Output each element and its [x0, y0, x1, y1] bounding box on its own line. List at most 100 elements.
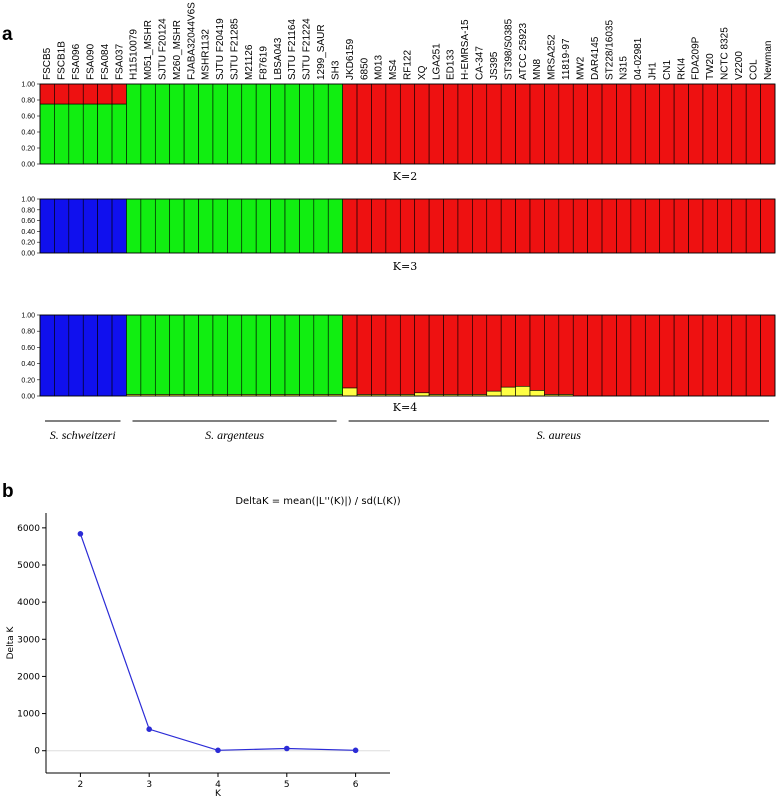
ancestry-bar-segment — [558, 314, 574, 395]
panel-b-label: b — [2, 481, 14, 502]
plot-frame — [39, 314, 776, 397]
ancestry-bar-segment — [154, 314, 170, 395]
ancestry-bar-segment — [241, 83, 257, 165]
ancestry-bar-segment — [616, 314, 632, 397]
ancestry-bar-segment — [616, 83, 632, 165]
ancestry-bar-segment — [198, 198, 214, 254]
ancestry-bar-segment — [515, 314, 531, 387]
sample-label: NCTC 8325 — [720, 27, 731, 80]
ancestry-bar-segment — [414, 198, 430, 254]
ancestry-bar-segment — [284, 83, 300, 165]
y-tick-label: 0.20 — [21, 146, 35, 153]
ancestry-bar-segment — [140, 83, 156, 165]
ancestry-bar-segment — [529, 314, 545, 391]
ancestry-bar-segment — [472, 198, 488, 254]
sample-label: RKI4 — [676, 57, 687, 80]
ancestry-bar-segment — [126, 83, 142, 165]
ancestry-bar-segment — [443, 314, 459, 395]
ancestry-bar-segment — [673, 83, 689, 165]
data-point — [77, 531, 84, 537]
sample-label: N315 — [619, 56, 630, 80]
ancestry-bar-segment — [97, 198, 113, 254]
ancestry-bar-segment — [745, 198, 761, 254]
ancestry-bar-segment — [371, 198, 387, 254]
ancestry-bar-segment — [414, 83, 430, 165]
sample-label: COL — [748, 59, 759, 80]
ancestry-bar-segment — [702, 198, 718, 254]
species-label: S. argenteus — [205, 428, 264, 442]
ancestry-bar-segment — [212, 314, 228, 395]
species-label: S. schweitzeri — [50, 428, 116, 442]
structure-plots: 0.000.200.400.600.801.00K=20.000.200.400… — [21, 82, 776, 414]
sample-label: DAR4145 — [590, 36, 601, 80]
y-tick-label: 1.00 — [21, 197, 35, 204]
ancestry-bar-segment — [342, 314, 358, 389]
sample-label: SJTU F20124 — [158, 18, 169, 80]
sample-label: TW20 — [705, 53, 716, 80]
sample-label: FSCB1B — [57, 41, 68, 80]
sample-label: ED133 — [446, 49, 457, 80]
ancestry-bar-segment — [486, 83, 502, 165]
sample-labels: FSCB5 FSCB1B FSA096 FSA090 FSA084 FSA037 H1151… — [42, 2, 774, 80]
ancestry-bar-segment — [572, 314, 588, 397]
sample-label: 6850 — [359, 57, 370, 80]
ancestry-bar-segment — [428, 83, 444, 165]
sample-label: H-EMRSA-15 — [460, 19, 471, 80]
sample-label: FSA037 — [114, 43, 125, 80]
ancestry-bar-segment — [39, 198, 55, 254]
ancestry-bar-segment — [558, 83, 574, 165]
ancestry-bar-segment — [39, 83, 55, 105]
sample-label: 11819-97 — [561, 38, 572, 80]
ancestry-bar-segment — [371, 314, 387, 395]
sample-label: ST228/16035 — [604, 20, 615, 80]
ancestry-bar-segment — [731, 83, 747, 165]
ancestry-bar-segment — [443, 198, 459, 254]
ancestry-bar-segment — [39, 103, 55, 165]
ancestry-bar-segment — [702, 83, 718, 165]
sample-label: XQ — [417, 65, 428, 80]
sample-label: RF122 — [403, 50, 414, 80]
structure-panel-k3: 0.00 0.20 0.40 0.60 0.80 1.00 K=3 — [21, 197, 776, 273]
y-tick-label: 0.80 — [21, 207, 35, 214]
sample-label: CN1 — [662, 60, 673, 80]
ancestry-bar-segment — [385, 198, 401, 254]
ancestry-bar-segment — [255, 198, 271, 254]
ancestry-bar-segment — [760, 198, 776, 254]
ancestry-bar-segment — [111, 198, 127, 254]
ancestry-bar-segment — [270, 314, 286, 395]
ancestry-bar-segment — [68, 83, 84, 105]
ancestry-bar-segment — [356, 83, 372, 165]
x-tick-label: 5 — [284, 780, 290, 790]
y-tick-label: 0.80 — [21, 98, 35, 105]
ancestry-bar-segment — [284, 314, 300, 395]
ancestry-bar-segment — [601, 314, 617, 397]
ancestry-bar-segment — [443, 83, 459, 165]
ancestry-bar-segment — [342, 387, 358, 397]
data-point — [284, 745, 290, 752]
plot-frame — [39, 83, 776, 165]
ancestry-bar-segment — [486, 390, 502, 397]
y-tick-label: 0.40 — [21, 229, 35, 236]
y-tick-label: 0.60 — [21, 114, 35, 121]
sample-label: JS395 — [489, 51, 500, 80]
ancestry-bar-segment — [472, 314, 488, 395]
x-tick-label: 3 — [146, 780, 152, 790]
ancestry-bar-segment — [356, 314, 372, 395]
ancestry-bar-segment — [227, 83, 243, 165]
ancestry-bar-segment — [717, 198, 733, 254]
ancestry-bar-segment — [529, 83, 545, 165]
ancestry-bar-segment — [688, 198, 704, 254]
ancestry-bar-segment — [544, 314, 560, 395]
ancestry-bar-segment — [500, 83, 516, 165]
y-tick-label: 3000 — [17, 635, 40, 645]
ancestry-bar-segment — [515, 198, 531, 254]
ancestry-bar-segment — [154, 83, 170, 165]
ancestry-bar-segment — [572, 83, 588, 165]
ancestry-bar-segment — [731, 198, 747, 254]
ancestry-bar-segment — [169, 198, 185, 254]
ancestry-bar-segment — [659, 83, 675, 165]
ancestry-bar-segment — [601, 198, 617, 254]
sample-label: SH3 — [330, 60, 341, 80]
sample-label: MSHR1132 — [201, 29, 212, 80]
ancestry-bar-segment — [111, 103, 127, 165]
